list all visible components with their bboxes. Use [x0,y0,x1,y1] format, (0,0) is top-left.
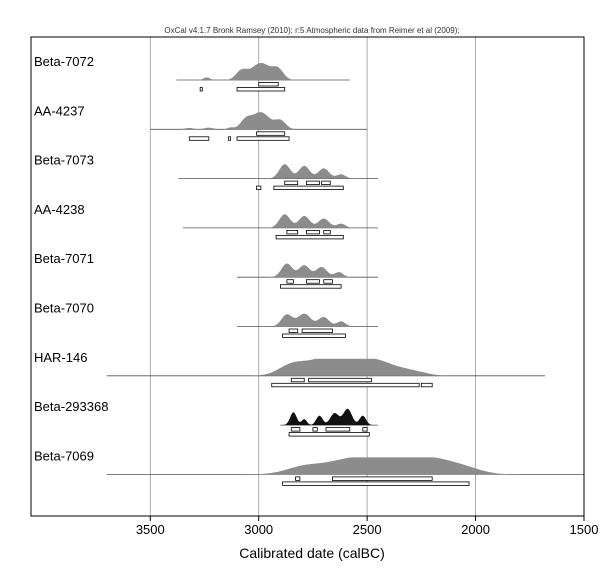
series-distribution [182,214,378,228]
series-distribution [176,63,350,80]
range-1sigma-bar [286,279,294,284]
range-1sigma-bar [312,427,318,432]
x-axis-label: Calibrated date (calBC) [239,545,385,561]
range-2sigma-bar [236,136,290,141]
range-1sigma-bar [306,279,320,284]
range-1sigma-bar [323,229,331,235]
range-1sigma-bar [295,476,301,481]
series-row: Beta-293368 [34,399,378,437]
series-row: Beta-7073 [34,153,378,191]
range-1sigma-bar [332,476,433,481]
x-tick-label: 2500 [353,522,382,537]
x-tick-label: 1500 [570,522,599,537]
series-distribution [237,313,378,327]
series-label: Beta-7070 [34,301,94,316]
range-1sigma-bar [321,180,331,186]
range-2sigma-bar [236,87,286,92]
range-1sigma-bar [306,180,320,186]
range-2sigma-bar [256,185,262,191]
series-label: Beta-7072 [34,54,94,69]
range-2sigma-bar [273,185,344,191]
range-2sigma-bar [420,382,433,388]
series-distribution [106,457,585,475]
series-distribution [150,112,368,130]
series-row: AA-4238 [34,202,378,240]
range-2sigma-bar [199,87,203,92]
range-1sigma-bar [284,180,299,186]
series-distribution [106,358,546,376]
range-2sigma-bar [282,481,470,486]
series-row: Beta-7070 [34,301,378,338]
range-1sigma-bar [288,328,299,333]
series-label: Beta-7069 [34,448,94,463]
series-label: Beta-7071 [34,251,94,266]
series-row: Beta-7071 [34,251,378,289]
series-label: HAR-146 [34,350,87,365]
series-row: HAR-146 [34,350,546,388]
range-2sigma-bar [227,136,231,141]
range-2sigma-bar [279,284,342,289]
range-1sigma-bar [325,427,351,432]
plot-area: Beta-7072 AA-4237 Beta-7073 AA-4238 Beta-707… [34,54,585,486]
series-label: Beta-7073 [34,153,94,168]
series-label: AA-4237 [34,103,85,118]
range-2sigma-bar [275,234,344,240]
range-1sigma-bar [323,279,333,284]
range-1sigma-bar [286,229,299,235]
range-1sigma-bar [308,377,372,383]
plot-frame [30,36,585,517]
range-1sigma-bar [290,377,305,383]
range-1sigma-bar [362,427,368,432]
range-1sigma-bar [306,229,320,235]
range-2sigma-bar [282,333,346,338]
series-row: AA-4237 [34,103,368,141]
series-distribution [280,408,378,426]
range-2sigma-bar [288,432,370,437]
series-distribution [178,164,378,179]
series-row: Beta-7072 [34,54,350,92]
range-1sigma-bar [290,427,301,432]
series-label: Beta-293368 [34,399,108,414]
series-distribution [237,263,378,278]
x-axis: 3500 3000 2500 2000 1500 [136,516,599,537]
x-tick-label: 2000 [461,522,490,537]
range-2sigma-bar [188,136,210,141]
range-1sigma-bar [301,328,333,333]
range-1sigma-bar [256,131,286,136]
range-2sigma-bar [271,382,420,388]
series-row: Beta-7069 [34,448,585,486]
x-tick-label: 3500 [136,522,165,537]
x-tick-label: 3000 [244,522,273,537]
series-label: AA-4238 [34,202,85,217]
chart-title: OxCal v4.1.7 Bronk Ramsey (2010); r:5 At… [164,26,459,35]
range-1sigma-bar [258,82,279,87]
